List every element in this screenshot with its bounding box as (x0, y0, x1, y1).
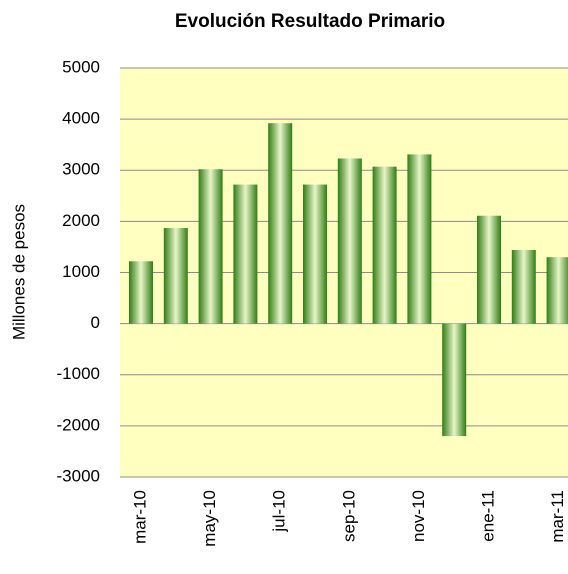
y-tick-label: 5000 (62, 57, 100, 76)
bar (477, 215, 501, 324)
bar (407, 154, 432, 324)
y-tick-label: 4000 (62, 109, 100, 128)
x-tick-label: sep-10 (339, 490, 358, 542)
y-tick-label: 0 (91, 313, 100, 332)
chart-title: Evolución Resultado Primario (175, 11, 445, 32)
x-tick-label: nov-10 (409, 490, 428, 542)
bar (442, 323, 467, 437)
y-tick-label: 3000 (62, 160, 100, 179)
y-tick-label: -1000 (57, 364, 100, 383)
bar (233, 184, 258, 324)
y-tick-label: -3000 (57, 466, 100, 485)
y-axis-label: Millones de pesos (9, 204, 28, 340)
bar (268, 123, 293, 324)
bar (129, 261, 153, 324)
bar (546, 257, 568, 324)
bar (372, 166, 397, 324)
x-tick-label: mar-10 (130, 490, 149, 544)
y-tick-label: 1000 (62, 262, 100, 281)
x-tick-label: ene-11 (478, 490, 497, 542)
bar (198, 169, 223, 324)
y-tick-label: 2000 (62, 211, 100, 230)
y-tick-label: -2000 (57, 415, 100, 434)
bar (337, 158, 362, 324)
x-tick-label: jul-10 (270, 490, 289, 533)
bar (511, 250, 536, 324)
x-tick-label: may-10 (200, 490, 219, 547)
bar (303, 184, 327, 324)
bar (163, 228, 188, 324)
x-tick-label: mar-11 (548, 490, 567, 543)
